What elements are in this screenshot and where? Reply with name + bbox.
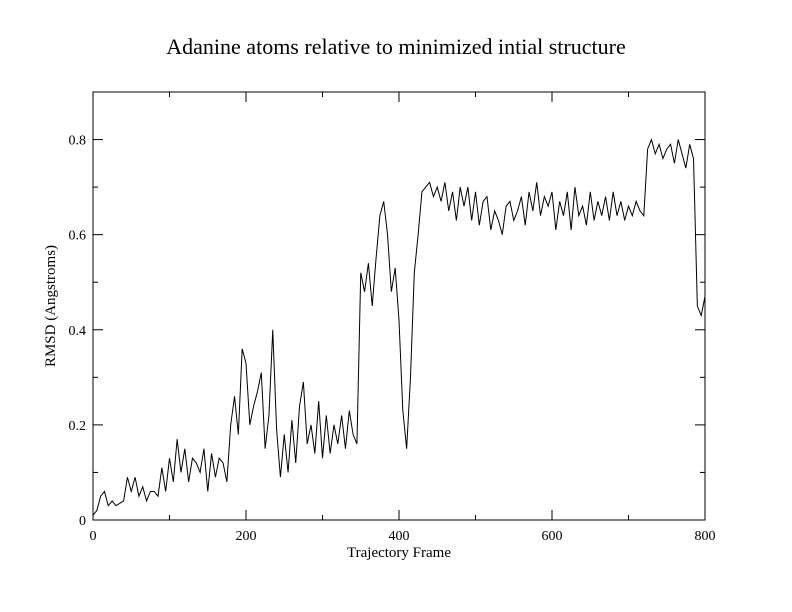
y-axis-title: RMSD (Angstroms)	[43, 245, 59, 367]
axis-tick-labels: 0 200 400 600 800 0 0.2 0.4 0.6 0.8	[69, 134, 716, 544]
axis-ticks	[92, 91, 706, 521]
plot-area-frame	[92, 91, 706, 521]
rmsd-series-line	[92, 137, 706, 516]
x-tick-label: 600	[542, 529, 563, 544]
x-tick-label: 200	[236, 529, 257, 544]
y-tick-label: 0.4	[69, 324, 87, 339]
x-tick-label: 0	[90, 529, 97, 544]
y-tick-label: 0.2	[69, 419, 87, 434]
chart-title: Adanine atoms relative to minimized inti…	[166, 34, 626, 59]
x-tick-label: 400	[389, 529, 410, 544]
x-tick-label: 800	[695, 529, 716, 544]
y-tick-label: 0.6	[69, 229, 87, 244]
y-tick-label: 0.8	[69, 134, 87, 149]
x-axis-title: Trajectory Frame	[347, 545, 451, 561]
y-tick-label: 0	[79, 514, 86, 529]
